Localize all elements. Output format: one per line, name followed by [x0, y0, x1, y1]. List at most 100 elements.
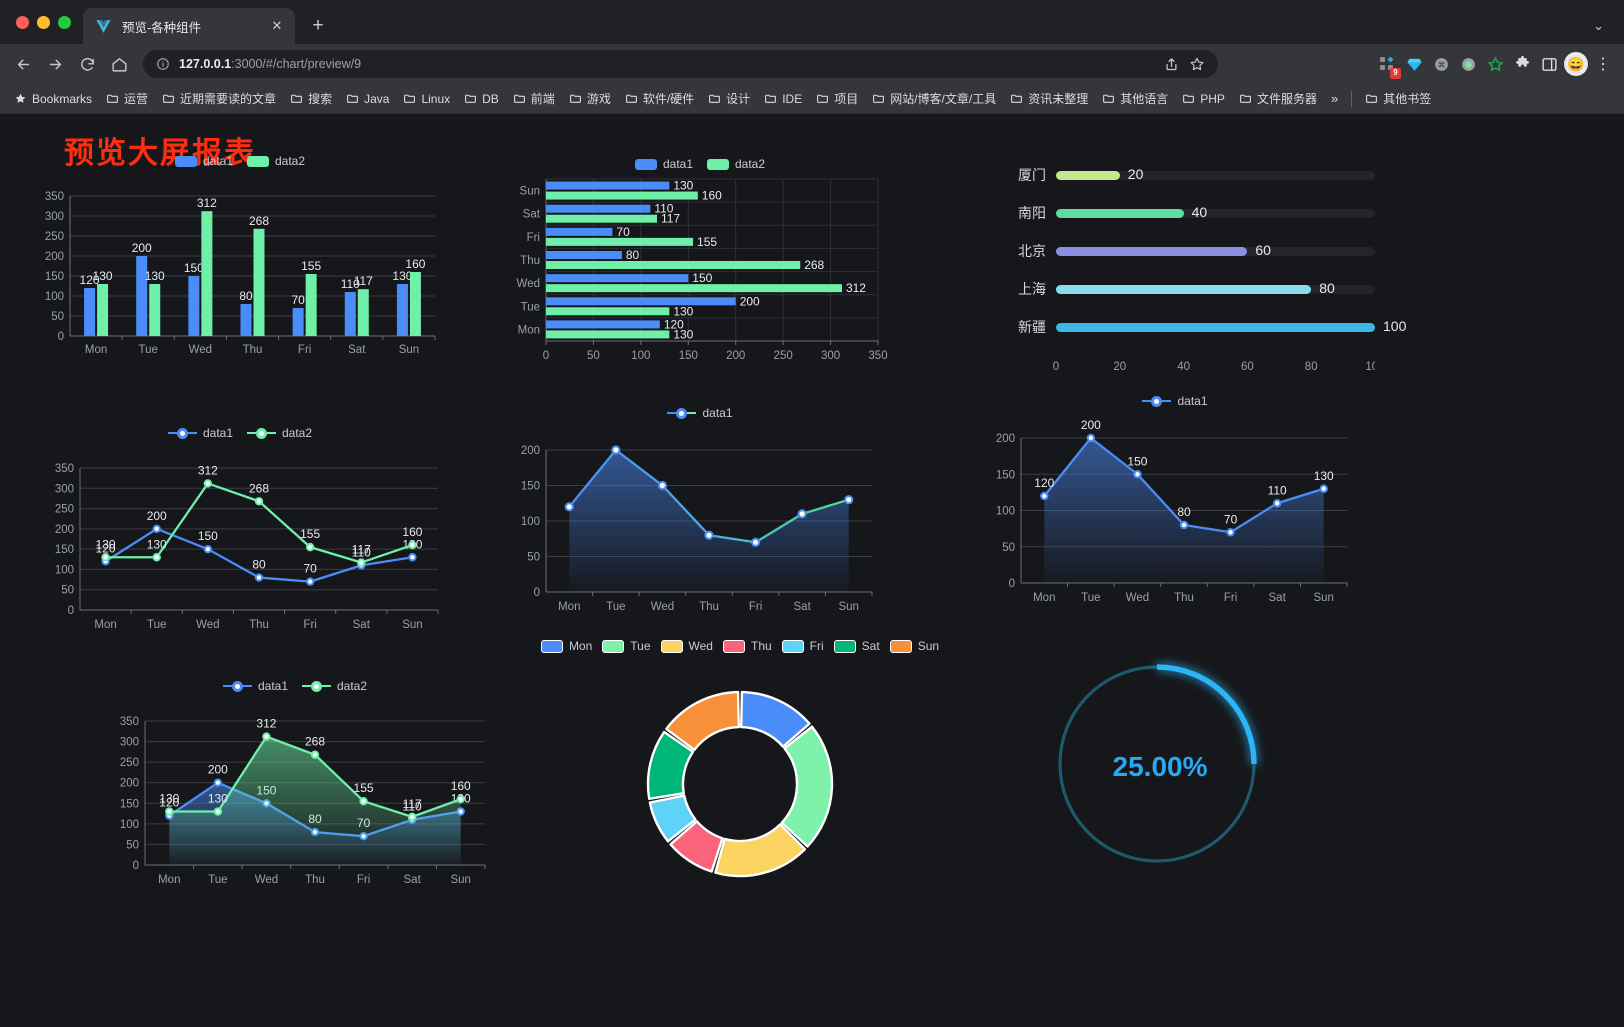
data-point[interactable]	[1086, 433, 1096, 443]
bar[interactable]	[305, 274, 317, 336]
bookmark-folder-11[interactable]: 项目	[810, 87, 864, 110]
bar[interactable]	[188, 276, 200, 336]
legend-item-mon[interactable]: Mon	[540, 639, 592, 653]
bookmark-folder-12[interactable]: 网站/博客/文章/工具	[866, 87, 1002, 110]
data-point[interactable]	[564, 502, 574, 512]
data-point[interactable]	[407, 812, 417, 822]
bar[interactable]	[409, 272, 421, 336]
data-point[interactable]	[165, 807, 174, 816]
pie-slice[interactable]	[648, 794, 697, 843]
bar[interactable]	[546, 284, 842, 293]
bookmark-folder-9[interactable]: 设计	[702, 87, 756, 110]
data-point[interactable]	[456, 794, 465, 804]
progress-track[interactable]: 80	[1056, 280, 1375, 296]
data-point[interactable]	[844, 495, 854, 505]
data-point[interactable]	[310, 750, 320, 759]
back-arrow-icon[interactable]	[8, 49, 38, 79]
bookmark-folder-0[interactable]: 运营	[100, 87, 154, 110]
bookmark-folder-5[interactable]: DB	[458, 89, 505, 109]
progress-track[interactable]: 40	[1056, 204, 1375, 220]
site-info-icon[interactable]	[156, 57, 170, 71]
legend-item-thu[interactable]: Thu	[722, 639, 772, 653]
circle-extension-icon[interactable]	[1455, 51, 1481, 77]
bookmark-folder-2[interactable]: 搜索	[284, 87, 338, 110]
bookmark-star-icon[interactable]	[1189, 56, 1205, 72]
data-point[interactable]	[408, 540, 417, 550]
legend-item-data2[interactable]: data2	[707, 157, 765, 171]
bookmark-folder-15[interactable]: PHP	[1176, 89, 1231, 109]
command-extension-icon[interactable]: ⌘	[1428, 51, 1454, 77]
data-point[interactable]	[1040, 491, 1049, 501]
pie-slice[interactable]	[739, 690, 811, 748]
legend-item-data1[interactable]: data1	[634, 157, 693, 171]
bar[interactable]	[546, 274, 689, 283]
bar[interactable]	[546, 261, 801, 269]
bar[interactable]	[136, 256, 148, 336]
data-point[interactable]	[101, 553, 110, 562]
bookmarks-root[interactable]: Bookmarks	[8, 89, 98, 109]
bookmark-folder-10[interactable]: IDE	[758, 89, 808, 109]
legend-item-data1[interactable]: data1	[222, 679, 288, 693]
home-icon[interactable]	[104, 49, 134, 79]
avatar[interactable]: 😄	[1563, 51, 1589, 77]
legend-item-sun[interactable]: Sun	[889, 639, 939, 653]
data-point[interactable]	[704, 530, 714, 540]
bar[interactable]	[546, 191, 698, 200]
bar[interactable]	[546, 227, 613, 236]
legend-item-data2[interactable]: data2	[247, 426, 312, 440]
diamond-extension-icon[interactable]	[1401, 51, 1427, 77]
legend-item-data1[interactable]: data1	[1142, 394, 1208, 408]
bookmark-folder-4[interactable]: Linux	[397, 89, 456, 109]
data-point[interactable]	[254, 573, 264, 582]
bookmark-folder-16[interactable]: 文件服务器	[1233, 87, 1323, 110]
data-point[interactable]	[1133, 470, 1142, 479]
data-point[interactable]	[203, 479, 213, 488]
data-point[interactable]	[359, 797, 368, 806]
data-point[interactable]	[305, 542, 315, 552]
bar[interactable]	[546, 181, 670, 190]
progress-track[interactable]: 20	[1056, 166, 1375, 182]
new-tab-button[interactable]: +	[312, 15, 324, 36]
data-point[interactable]	[262, 732, 271, 741]
data-point[interactable]	[254, 497, 264, 506]
bookmark-folder-3[interactable]: Java	[340, 89, 395, 109]
bar[interactable]	[396, 284, 408, 336]
side-panel-icon[interactable]	[1536, 51, 1562, 77]
data-point[interactable]	[305, 577, 315, 586]
bar[interactable]	[546, 330, 670, 339]
legend-item-data1[interactable]: data1	[667, 406, 733, 420]
forward-arrow-icon[interactable]	[40, 49, 70, 79]
bookmark-folder-8[interactable]: 软件/硬件	[619, 87, 700, 110]
bar[interactable]	[253, 228, 265, 336]
bar[interactable]	[546, 297, 736, 306]
legend-item-data1[interactable]: data1	[167, 426, 233, 440]
bar[interactable]	[149, 284, 161, 336]
legend-item-fri[interactable]: Fri	[781, 639, 824, 653]
bar[interactable]	[292, 308, 304, 336]
bar[interactable]	[546, 204, 651, 213]
minimize-window-button[interactable]	[37, 15, 50, 29]
data-point[interactable]	[1226, 528, 1235, 537]
bookmark-folder-6[interactable]: 前端	[507, 87, 561, 110]
bar[interactable]	[546, 251, 622, 259]
pie-slice[interactable]	[646, 730, 695, 801]
grid-extension-icon[interactable]: 9	[1374, 51, 1401, 79]
pie-slice[interactable]	[669, 820, 724, 873]
star-extension-icon[interactable]	[1482, 51, 1508, 77]
bar[interactable]	[546, 237, 694, 246]
bookmark-folder-14[interactable]: 其他语言	[1096, 87, 1174, 110]
bar[interactable]	[546, 307, 670, 316]
bookmarks-overflow-button[interactable]: »	[1330, 91, 1339, 106]
bookmark-folder-7[interactable]: 游戏	[563, 87, 617, 110]
data-point[interactable]	[213, 807, 223, 816]
data-point[interactable]	[408, 553, 417, 562]
data-point[interactable]	[152, 553, 161, 562]
address-bar[interactable]: 127.0.0.1:3000/#/chart/preview/9	[143, 50, 1218, 78]
other-bookmarks-folder[interactable]: 其他书签	[1359, 87, 1437, 110]
share-icon[interactable]	[1164, 57, 1179, 72]
data-point[interactable]	[1272, 499, 1282, 508]
data-point[interactable]	[657, 480, 668, 491]
bar[interactable]	[84, 288, 96, 336]
browser-tab[interactable]: 预览-各种组件 ✕	[83, 8, 295, 44]
legend-item-sat[interactable]: Sat	[833, 639, 880, 653]
